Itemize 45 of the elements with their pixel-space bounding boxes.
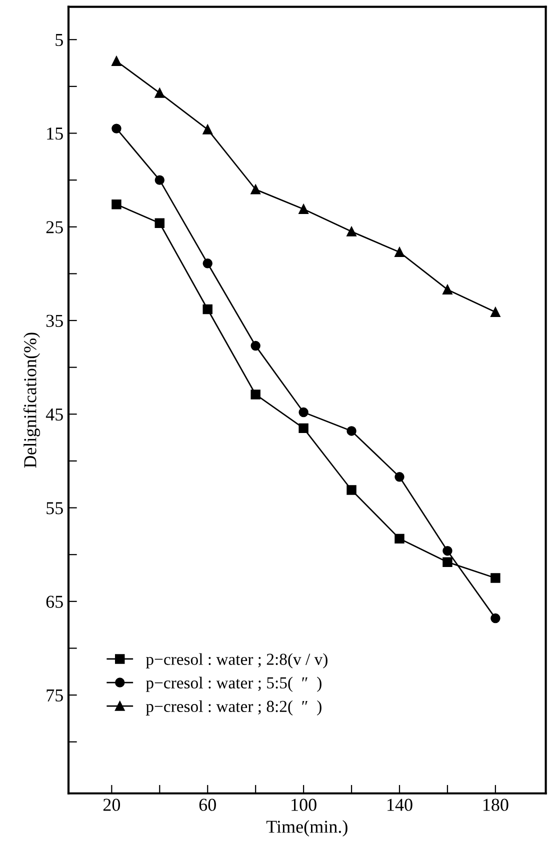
point bbox=[154, 218, 165, 228]
point bbox=[442, 546, 452, 556]
point bbox=[490, 307, 500, 317]
x-tick-label: 140 bbox=[388, 798, 412, 811]
point bbox=[346, 426, 356, 436]
x-tick-label: 100 bbox=[292, 798, 316, 811]
x-tick-label: 20 bbox=[103, 798, 120, 811]
point bbox=[112, 200, 122, 210]
point bbox=[250, 340, 260, 351]
point bbox=[112, 56, 122, 66]
y-tick-label: 15 bbox=[47, 128, 63, 140]
point bbox=[298, 204, 308, 214]
y-tick-label: 35 bbox=[46, 314, 63, 327]
point bbox=[298, 407, 308, 418]
point bbox=[442, 284, 452, 294]
point bbox=[394, 472, 404, 482]
x-tick-label: 180 bbox=[483, 798, 508, 811]
point bbox=[490, 573, 500, 583]
y-axis-title: Delignification(%) bbox=[23, 332, 40, 468]
point bbox=[346, 485, 356, 495]
point bbox=[154, 88, 165, 98]
point bbox=[442, 557, 452, 567]
y-tick-label: 75 bbox=[46, 689, 63, 702]
legend-label: p−cresol : water ; 5:5( ″ ) bbox=[146, 676, 322, 692]
legend-label: p−cresol : water ; 8:2( ″ ) bbox=[146, 700, 322, 716]
x-tick-label: 60 bbox=[199, 798, 216, 811]
point bbox=[202, 258, 212, 268]
y-tick-label: 65 bbox=[46, 596, 63, 608]
point bbox=[394, 534, 404, 544]
point bbox=[112, 124, 122, 134]
point bbox=[346, 226, 356, 236]
point bbox=[394, 247, 404, 258]
legend-label: p−cresol : water ; 2:8(v / v) bbox=[146, 653, 328, 668]
point bbox=[202, 124, 212, 134]
x-axis-title: Time(min.) bbox=[266, 820, 348, 837]
point bbox=[490, 613, 500, 624]
point bbox=[250, 390, 260, 400]
y-tick-label: 45 bbox=[46, 408, 63, 421]
point bbox=[202, 304, 212, 314]
point bbox=[298, 423, 308, 434]
y-tick-label: 5 bbox=[56, 34, 63, 46]
point bbox=[250, 184, 260, 194]
y-tick-label: 25 bbox=[46, 221, 63, 234]
point bbox=[154, 175, 165, 185]
y-tick-label: 55 bbox=[46, 502, 63, 514]
